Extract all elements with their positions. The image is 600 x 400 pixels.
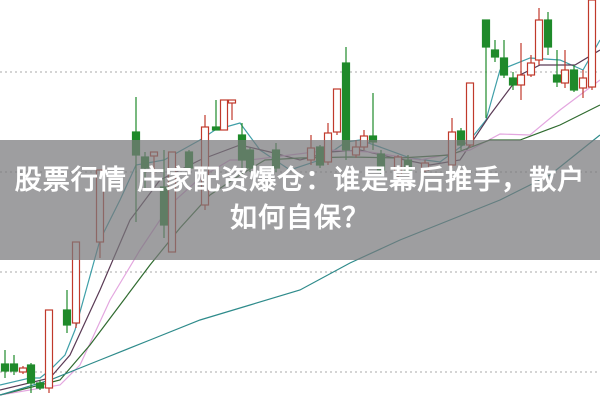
candle-body (332, 88, 342, 133)
candle-body (552, 74, 562, 83)
candle-body (26, 364, 36, 384)
title-banner: 股票行情 庄家配资爆仓：谁是幕后推手，散户如何自保？ (0, 140, 600, 260)
candle-body (516, 74, 526, 86)
article-title: 股票行情 庄家配资爆仓：谁是幕后推手，散户如何自保？ (14, 165, 586, 234)
candle-body (578, 77, 588, 89)
candle-body (9, 363, 19, 372)
candle-body (62, 309, 72, 326)
candle-body (587, 0, 597, 88)
candle-body (219, 99, 229, 131)
candle-body (44, 309, 54, 389)
candle-body (341, 62, 351, 151)
candle-body (18, 367, 28, 373)
candle-body (543, 19, 553, 48)
candle-body (499, 57, 509, 76)
candle-body (211, 126, 221, 131)
candle-body (490, 49, 500, 58)
candle-body (465, 82, 475, 146)
candle-body (569, 69, 579, 91)
candle-body (508, 77, 518, 86)
candle-body (35, 382, 45, 389)
candle-body (534, 19, 544, 61)
candle-body (560, 69, 570, 84)
candle-body (0, 363, 10, 372)
candle-body (526, 62, 536, 76)
candle-body (227, 99, 237, 104)
candle-body (481, 19, 491, 48)
